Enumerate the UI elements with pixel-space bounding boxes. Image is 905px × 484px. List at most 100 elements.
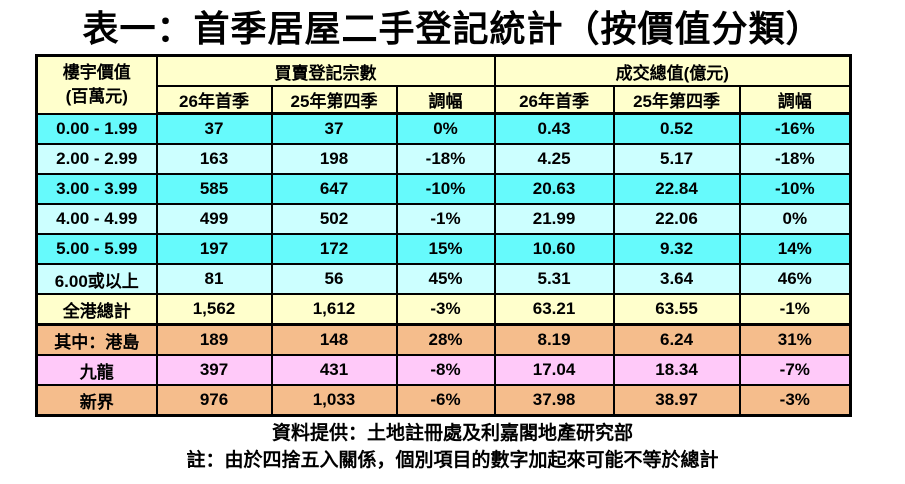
page-title: 表一：首季居屋二手登記統計（按價值分類） xyxy=(82,9,823,49)
corner-header-line1: 樓宇價值 xyxy=(62,62,131,82)
group-header-registrations: 買賣登記宗數 xyxy=(155,54,496,87)
rounding-note: 註：由於四捨五入關係，個別項目的數字加起來可能不等於總計 xyxy=(186,450,719,471)
table-row-island: 其中：港島 189 148 28% 8.19 6.24 31% xyxy=(35,323,852,356)
cell: 9.32 xyxy=(612,233,741,265)
cell: 499 xyxy=(155,203,273,235)
cell: 0.43 xyxy=(493,112,615,145)
row-label: 0.00 - 1.99 xyxy=(35,112,158,145)
corner-header-line2: (百萬元) xyxy=(65,86,128,106)
cell: 37 xyxy=(155,112,273,145)
table-body: 0.00 - 1.99 37 37 0% 0.43 0.52 -16% 2.00… xyxy=(35,112,852,417)
row-label: 其中：港島 xyxy=(35,323,158,356)
table-row: 4.00 - 4.99 499 502 -1% 21.99 22.06 0% xyxy=(35,203,852,235)
row-label: 3.00 - 3.99 xyxy=(35,173,158,205)
cell: 5.17 xyxy=(612,143,741,175)
cell: 502 xyxy=(270,203,398,235)
footnotes: 資料提供：土地註冊處及利嘉閣地產研究部 註：由於四捨五入關係，個別項目的數字加起… xyxy=(0,420,905,474)
row-label: 4.00 - 4.99 xyxy=(35,203,158,235)
cell: 647 xyxy=(270,173,398,205)
cell: 22.06 xyxy=(612,203,741,235)
cell: 1,612 xyxy=(270,293,398,326)
cell: 37 xyxy=(270,112,398,145)
row-label: 2.00 - 2.99 xyxy=(35,143,158,175)
table-row: 2.00 - 2.99 163 198 -18% 4.25 5.17 -18% xyxy=(35,143,852,175)
cell: 15% xyxy=(395,233,496,265)
row-label: 5.00 - 5.99 xyxy=(35,233,158,265)
cell: 10.60 xyxy=(493,233,615,265)
corner-header: 樓宇價值 (百萬元) xyxy=(35,54,158,115)
cell: -16% xyxy=(738,112,852,145)
cell: 28% xyxy=(395,323,496,356)
cell: 197 xyxy=(155,233,273,265)
cell: 81 xyxy=(155,263,273,295)
cell: 5.31 xyxy=(493,263,615,295)
cell: 976 xyxy=(155,384,273,417)
cell: 585 xyxy=(155,173,273,205)
cell: 0% xyxy=(738,203,852,235)
cell: 63.21 xyxy=(493,293,615,326)
cell: -8% xyxy=(395,354,496,386)
cell: 172 xyxy=(270,233,398,265)
cell: 189 xyxy=(155,323,273,356)
sub-header: 26年首季 xyxy=(155,85,273,115)
cell: 397 xyxy=(155,354,273,386)
cell: -18% xyxy=(395,143,496,175)
cell: 63.55 xyxy=(612,293,741,326)
header-group-row: 樓宇價值 (百萬元) 買賣登記宗數 成交總值(億元) xyxy=(35,54,852,115)
table-row: 5.00 - 5.99 197 172 15% 10.60 9.32 14% xyxy=(35,233,852,265)
cell: 1,033 xyxy=(270,384,398,417)
row-label: 九龍 xyxy=(35,354,158,386)
cell: 56 xyxy=(270,263,398,295)
cell: -1% xyxy=(395,203,496,235)
cell: 0.52 xyxy=(612,112,741,145)
table-row: 3.00 - 3.99 585 647 -10% 20.63 22.84 -10… xyxy=(35,173,852,205)
table-row-total: 全港總計 1,562 1,612 -3% 63.21 63.55 -1% xyxy=(35,293,852,326)
cell: -10% xyxy=(738,173,852,205)
cell: 8.19 xyxy=(493,323,615,356)
cell: 4.25 xyxy=(493,143,615,175)
sub-header: 調幅 xyxy=(738,85,852,115)
row-label: 6.00或以上 xyxy=(35,263,158,295)
cell: 22.84 xyxy=(612,173,741,205)
cell: 18.34 xyxy=(612,354,741,386)
table-row-kowloon: 九龍 397 431 -8% 17.04 18.34 -7% xyxy=(35,354,852,386)
source-note: 資料提供：土地註冊處及利嘉閣地產研究部 xyxy=(271,423,633,444)
cell: 198 xyxy=(270,143,398,175)
cell: 148 xyxy=(270,323,398,356)
sub-header: 調幅 xyxy=(395,85,496,115)
sub-header: 26年首季 xyxy=(493,85,615,115)
cell: 38.97 xyxy=(612,384,741,417)
cell: 3.64 xyxy=(612,263,741,295)
cell: -6% xyxy=(395,384,496,417)
sub-header: 25年第四季 xyxy=(270,85,398,115)
row-label: 新界 xyxy=(35,384,158,417)
table-row-nt: 新界 976 1,033 -6% 37.98 38.97 -3% xyxy=(35,384,852,417)
cell: 431 xyxy=(270,354,398,386)
cell: 46% xyxy=(738,263,852,295)
cell: 163 xyxy=(155,143,273,175)
cell: 17.04 xyxy=(493,354,615,386)
header-sub-row: 26年首季 25年第四季 調幅 26年首季 25年第四季 調幅 xyxy=(37,85,852,115)
statistics-table: 樓宇價值 (百萬元) 買賣登記宗數 成交總值(億元) 26年首季 25年第四季 … xyxy=(35,54,853,417)
sub-header: 25年第四季 xyxy=(612,85,741,115)
cell: 20.63 xyxy=(493,173,615,205)
cell: 1,562 xyxy=(155,293,273,326)
cell: 45% xyxy=(395,263,496,295)
cell: -3% xyxy=(738,384,852,417)
table-header: 樓宇價值 (百萬元) 買賣登記宗數 成交總值(億元) 26年首季 25年第四季 … xyxy=(35,54,852,115)
cell: 14% xyxy=(738,233,852,265)
cell: -10% xyxy=(395,173,496,205)
table-row: 6.00或以上 81 56 45% 5.31 3.64 46% xyxy=(35,263,852,295)
cell: 37.98 xyxy=(493,384,615,417)
cell: -7% xyxy=(738,354,852,386)
cell: 0% xyxy=(395,112,496,145)
group-header-value: 成交總值(億元) xyxy=(493,54,852,87)
cell: 21.99 xyxy=(493,203,615,235)
cell: 6.24 xyxy=(612,323,741,356)
table-row: 0.00 - 1.99 37 37 0% 0.43 0.52 -16% xyxy=(35,112,852,145)
cell: 31% xyxy=(738,323,852,356)
cell: -3% xyxy=(395,293,496,326)
row-label: 全港總計 xyxy=(35,293,158,326)
cell: -1% xyxy=(738,293,852,326)
